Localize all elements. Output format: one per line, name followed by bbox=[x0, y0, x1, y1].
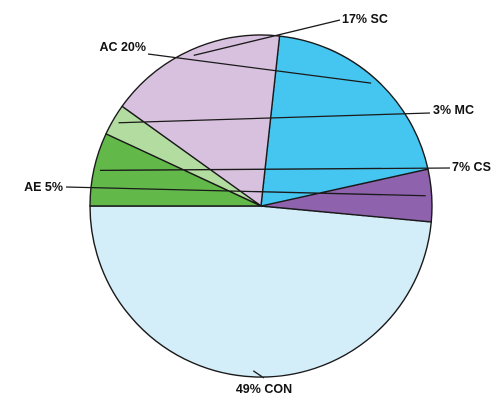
pie-slice-con bbox=[89, 205, 433, 378]
slice-label-mc: 3% MC bbox=[433, 103, 474, 117]
leaders-layer bbox=[65, 19, 451, 379]
leader-line-mc bbox=[118, 112, 431, 124]
labels-layer: 49% CON AE 5% AC 20% 17% SC 3% MC 7% CS bbox=[24, 12, 491, 396]
leader-line-con bbox=[252, 370, 265, 379]
leader-line-cs bbox=[99, 167, 451, 172]
slice-label-ae: AE 5% bbox=[24, 180, 63, 194]
leader-line-ac bbox=[147, 53, 372, 84]
slice-label-ac: AC 20% bbox=[99, 40, 146, 54]
slice-label-con: 49% CON bbox=[236, 382, 292, 396]
slices-layer bbox=[89, 34, 433, 378]
leader-line-sc bbox=[193, 19, 341, 56]
pie-slice-ac bbox=[260, 35, 429, 207]
slice-label-sc: 17% SC bbox=[342, 12, 388, 26]
slice-label-cs: 7% CS bbox=[452, 160, 491, 174]
leader-line-ae bbox=[65, 186, 426, 197]
